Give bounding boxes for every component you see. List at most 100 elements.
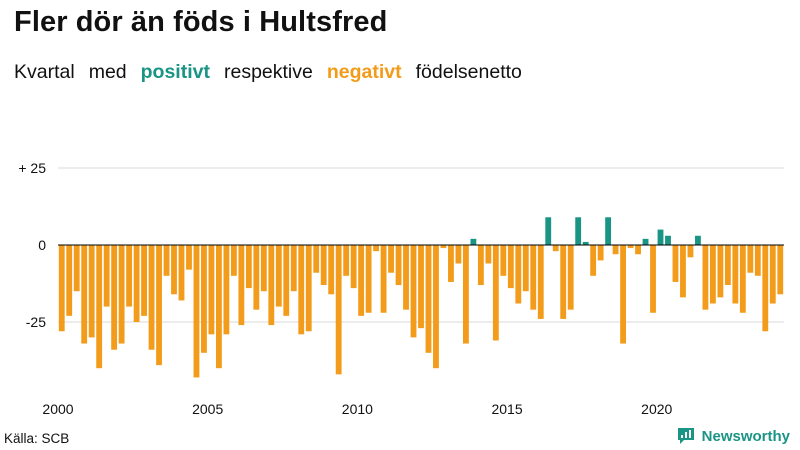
bar [298, 245, 305, 335]
bar [66, 245, 73, 316]
bar [537, 245, 544, 319]
bar [590, 245, 597, 276]
bar [440, 245, 447, 249]
bar [530, 245, 537, 310]
bar [320, 245, 327, 286]
bar [163, 245, 170, 276]
bar [103, 245, 110, 307]
bar [403, 245, 409, 310]
bar [260, 245, 267, 292]
bar [328, 245, 335, 295]
legend-positive: positivt [140, 61, 210, 83]
x-tick-label: 2015 [491, 401, 522, 417]
bar [305, 245, 312, 332]
bar [410, 245, 417, 338]
bar [171, 245, 177, 295]
bar [717, 245, 724, 298]
bar [754, 245, 761, 276]
bar [388, 245, 394, 273]
bar [148, 245, 155, 350]
bar [605, 217, 612, 245]
bar [201, 245, 207, 353]
bar [560, 245, 567, 319]
bar [126, 245, 133, 307]
bar [732, 245, 739, 304]
bar [81, 245, 88, 344]
bar [350, 245, 357, 289]
bar [485, 245, 492, 264]
chart-subtitle: Kvartal med positivt respektive negativt föde… [14, 61, 536, 84]
bar [545, 217, 552, 245]
bar [313, 245, 320, 273]
x-tick-label: 2010 [342, 401, 373, 417]
bar [665, 235, 671, 245]
bar [515, 245, 522, 304]
bar [687, 245, 694, 258]
bar [702, 245, 709, 310]
bar [597, 245, 604, 261]
bar [709, 245, 716, 304]
bar [223, 245, 230, 335]
bar [582, 241, 589, 245]
bar [156, 245, 162, 366]
bar [769, 245, 776, 304]
bar [290, 245, 297, 292]
brand-logo: Newsworthy [676, 427, 790, 445]
bar [193, 245, 200, 378]
bar [96, 245, 103, 369]
bar [650, 245, 656, 313]
bar [253, 245, 260, 310]
bar [365, 245, 372, 313]
bar [141, 245, 147, 316]
bar [448, 245, 454, 282]
bar [283, 245, 290, 316]
bar [672, 245, 679, 282]
bar [575, 217, 582, 245]
subtitle-word: Kvartal [14, 61, 75, 83]
bar [777, 245, 784, 295]
y-tick-label: -25 [26, 314, 46, 330]
subtitle-word: födelsenetto [415, 61, 522, 83]
bar [477, 245, 484, 286]
bar [552, 245, 559, 252]
y-tick-label: 0 [38, 237, 46, 253]
bar [178, 245, 185, 301]
bar [522, 245, 529, 292]
bar [343, 245, 350, 276]
bar [230, 245, 237, 276]
bar [380, 245, 387, 313]
bar [238, 245, 245, 326]
bar [73, 245, 80, 292]
legend-negative: negativt [326, 61, 402, 83]
source-note: Källa: SCB [4, 431, 70, 446]
bar [58, 245, 65, 332]
bar [739, 245, 746, 313]
x-tick-label: 2000 [42, 401, 73, 417]
subtitle-word: respektive [223, 61, 313, 83]
bar [111, 245, 118, 350]
bar [245, 245, 252, 289]
bar [335, 245, 342, 375]
bar [118, 245, 125, 344]
bar [657, 229, 664, 245]
bar [395, 245, 402, 286]
bar [275, 245, 282, 307]
brand-name: Newsworthy [701, 427, 790, 445]
bar [500, 245, 507, 276]
bar [358, 245, 365, 316]
bar [612, 245, 619, 255]
bar [462, 245, 469, 344]
bar [186, 245, 192, 270]
bar [642, 238, 649, 245]
bar [724, 245, 731, 286]
subtitle-word: med [88, 61, 127, 83]
bar [215, 245, 222, 369]
bar [762, 245, 769, 332]
bar [418, 245, 424, 329]
bar [567, 245, 574, 310]
bar [695, 235, 701, 245]
bar [455, 245, 462, 264]
bar [88, 245, 95, 338]
bar [492, 245, 499, 341]
